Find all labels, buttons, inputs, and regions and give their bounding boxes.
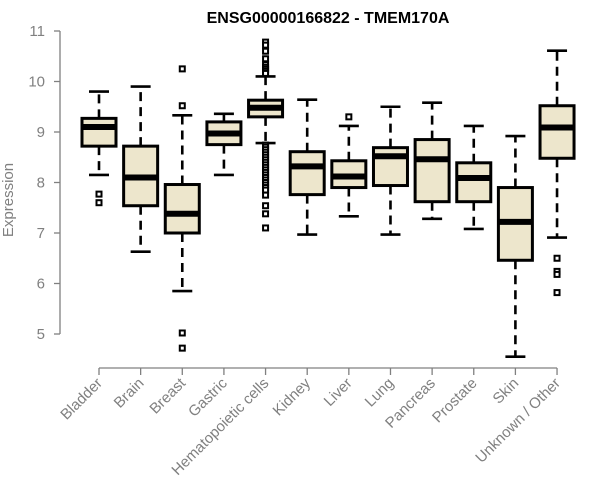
x-tick-label: Lung (362, 375, 398, 411)
box-group (247, 38, 285, 232)
x-tick-label: Skin (490, 375, 523, 408)
outlier-point (262, 210, 270, 218)
y-tick-label: 5 (37, 326, 45, 343)
box-group (330, 113, 368, 218)
outlier-point (178, 344, 186, 352)
outlier-point (178, 102, 186, 110)
outlier-point (95, 190, 103, 198)
box-group (80, 90, 118, 207)
y-tick-label: 6 (37, 276, 45, 293)
outlier-point (553, 289, 561, 297)
outlier-point (553, 254, 561, 262)
box (80, 116, 118, 148)
y-tick-label: 10 (28, 74, 45, 91)
y-tick-label: 11 (29, 23, 45, 40)
outlier-point (262, 55, 270, 63)
box-group (122, 85, 160, 253)
y-tick-label: 9 (37, 124, 45, 141)
box-group (288, 98, 326, 236)
outlier-point (178, 329, 186, 337)
y-axis-label: Expression (0, 163, 17, 237)
outlier-point (262, 47, 270, 55)
x-tick-label: Prostate (429, 375, 481, 427)
outlier-point (262, 191, 270, 199)
y-axis: 5 6 7 8 9 10 11 (28, 23, 61, 343)
outlier-point (262, 69, 270, 77)
x-tick-label: Bladder (57, 375, 106, 424)
x-tick-label: Kidney (270, 374, 315, 419)
y-tick-label: 8 (37, 175, 45, 192)
box-group (455, 124, 493, 231)
outlier-point (345, 113, 353, 121)
box (455, 161, 493, 204)
outlier-point (95, 199, 103, 207)
boxes (80, 38, 576, 359)
x-tick-label: Breast (146, 374, 189, 417)
box-group (163, 65, 201, 352)
outlier-point (178, 65, 186, 73)
x-tick-label: Brain (111, 375, 148, 412)
box-group (371, 105, 409, 236)
y-tick-label: 7 (37, 225, 45, 242)
outlier-point (262, 202, 270, 210)
box-group (205, 112, 243, 177)
outlier-point (262, 41, 270, 49)
box-group (413, 101, 451, 221)
box-group (538, 49, 576, 297)
box-group (496, 134, 534, 359)
x-tick-label: Liver (321, 375, 356, 410)
chart-title: ENSG00000166822 - TMEM170A (207, 10, 450, 27)
outlier-point (262, 224, 270, 232)
box (163, 183, 201, 235)
outlier-point (553, 270, 561, 278)
box (413, 138, 451, 204)
box (538, 104, 576, 160)
box (288, 150, 326, 197)
